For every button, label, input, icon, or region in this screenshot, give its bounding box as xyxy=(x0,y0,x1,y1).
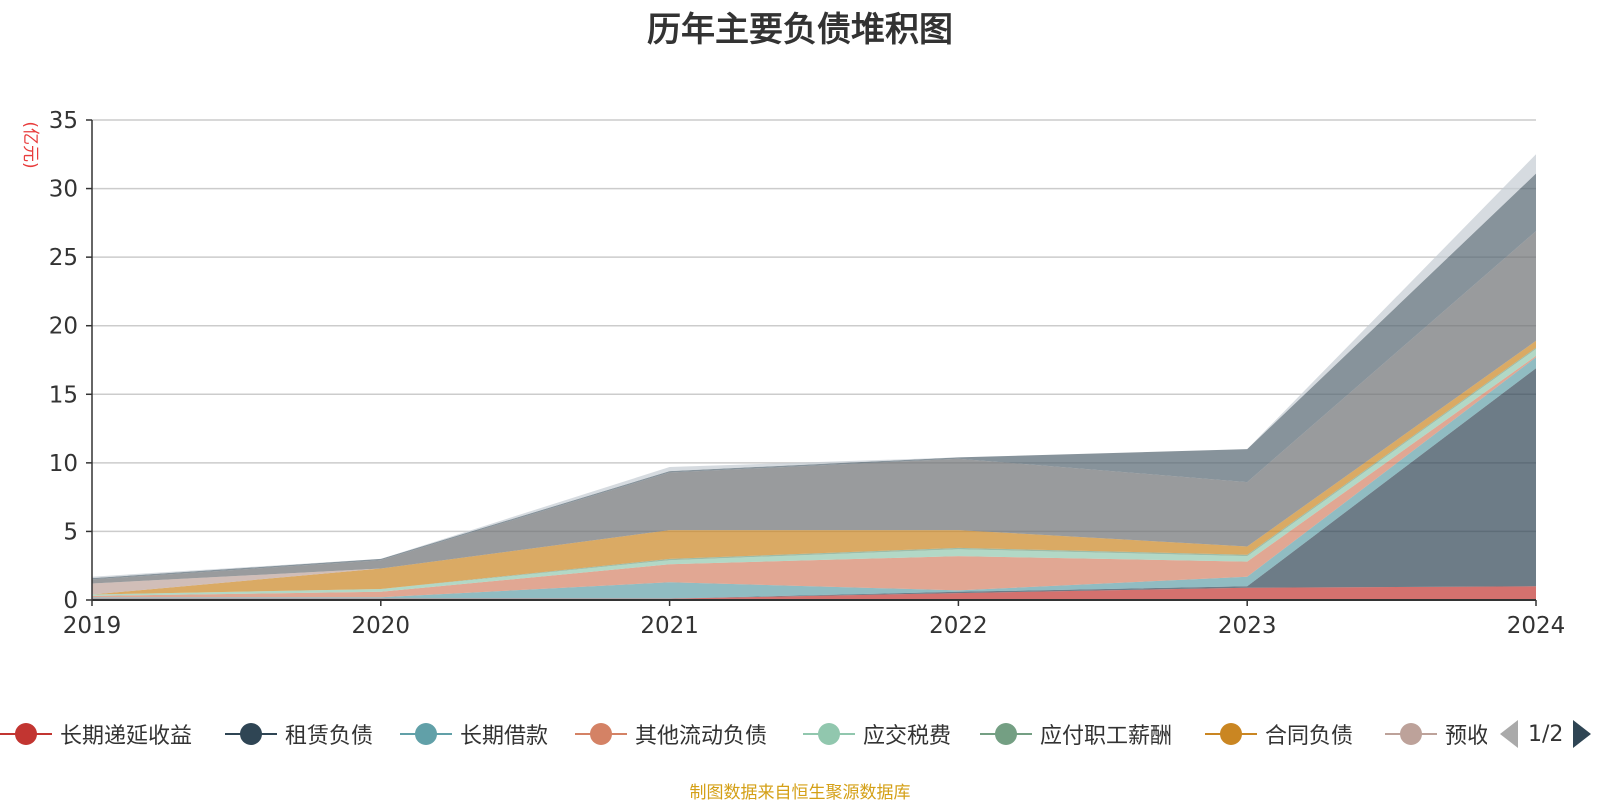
legend-label: 合同负债 xyxy=(1265,724,1354,749)
legend-label: 长期递延收益 xyxy=(60,724,193,749)
y-tick-label: 35 xyxy=(49,108,78,134)
y-tick-label: 25 xyxy=(49,245,78,271)
x-tick-label: 2024 xyxy=(1507,613,1566,639)
y-tick-label: 20 xyxy=(49,314,78,340)
series-area-0[interactable] xyxy=(92,586,1536,600)
x-tick-label: 2022 xyxy=(929,613,988,639)
y-tick-label: 5 xyxy=(63,519,78,545)
legend-label: 其他流动负债 xyxy=(635,724,768,749)
legend-marker-icon xyxy=(225,723,277,745)
legend-item[interactable]: 预收款项 xyxy=(1385,712,1487,756)
legend-item[interactable]: 应交税费 xyxy=(803,712,980,756)
legend-label: 应付职工薪酬 xyxy=(1040,724,1173,749)
y-tick-label: 10 xyxy=(49,451,78,477)
series-areas xyxy=(92,154,1536,600)
legend-next-page-icon[interactable] xyxy=(1571,720,1592,748)
legend-item[interactable]: 合同负债 xyxy=(1205,712,1385,756)
legend-label: 应交税费 xyxy=(863,724,952,749)
legend-item[interactable]: 长期借款 xyxy=(400,712,575,756)
axes: 0 5 10 15 20 25 30 35 2019 2020 2021 2022 2023 2024 xyxy=(49,108,1566,639)
y-tick-label: 30 xyxy=(49,177,78,203)
x-tick-label: 2021 xyxy=(640,613,699,639)
legend-page-indicator: 1/2 xyxy=(1528,721,1564,747)
legend-marker-icon xyxy=(575,723,627,745)
legend-marker-icon xyxy=(400,723,452,745)
legend-item[interactable]: 其他流动负债 xyxy=(575,712,803,756)
legend-item[interactable]: 租赁负债 xyxy=(225,712,400,756)
legend-marker-icon xyxy=(980,723,1032,745)
legend-marker-icon xyxy=(1385,723,1437,745)
x-tick-label: 2019 xyxy=(63,613,122,639)
y-tick-label: 15 xyxy=(49,382,78,408)
legend-item[interactable]: 长期递延收益 xyxy=(0,712,225,756)
x-tick-label: 2020 xyxy=(352,613,411,639)
legend-prev-page-icon[interactable] xyxy=(1500,720,1520,748)
legend: 长期递延收益 租赁负债 长期借款 其他流动负债 应交税费 应付职工薪酬 合同负债 预收款项 xyxy=(0,712,1600,756)
x-tick-label: 2023 xyxy=(1218,613,1277,639)
chart-area: 0 5 10 15 20 25 30 35 2019 2020 2021 2022 2023 2024 (… xyxy=(20,108,1566,639)
legend-item[interactable]: 应付职工薪酬 xyxy=(980,712,1205,756)
legend-pager: 1/2 xyxy=(1500,712,1592,756)
series-area-6[interactable] xyxy=(92,340,1536,595)
series-area-1[interactable] xyxy=(92,368,1536,599)
legend-label: 预收款项 xyxy=(1445,724,1487,749)
y-axis-label: (亿元) xyxy=(20,121,40,168)
legend-label: 长期借款 xyxy=(460,724,549,749)
legend-marker-icon xyxy=(1205,723,1257,745)
legend-marker-icon xyxy=(803,723,855,745)
source-footnote: 制图数据来自恒生聚源数据库 xyxy=(689,783,911,803)
series-area-8[interactable] xyxy=(92,231,1536,584)
legend-label: 租赁负债 xyxy=(285,724,374,749)
chart-title: 历年主要负债堆积图 xyxy=(647,10,953,50)
y-tick-label: 0 xyxy=(63,588,78,614)
legend-marker-icon xyxy=(0,723,52,745)
